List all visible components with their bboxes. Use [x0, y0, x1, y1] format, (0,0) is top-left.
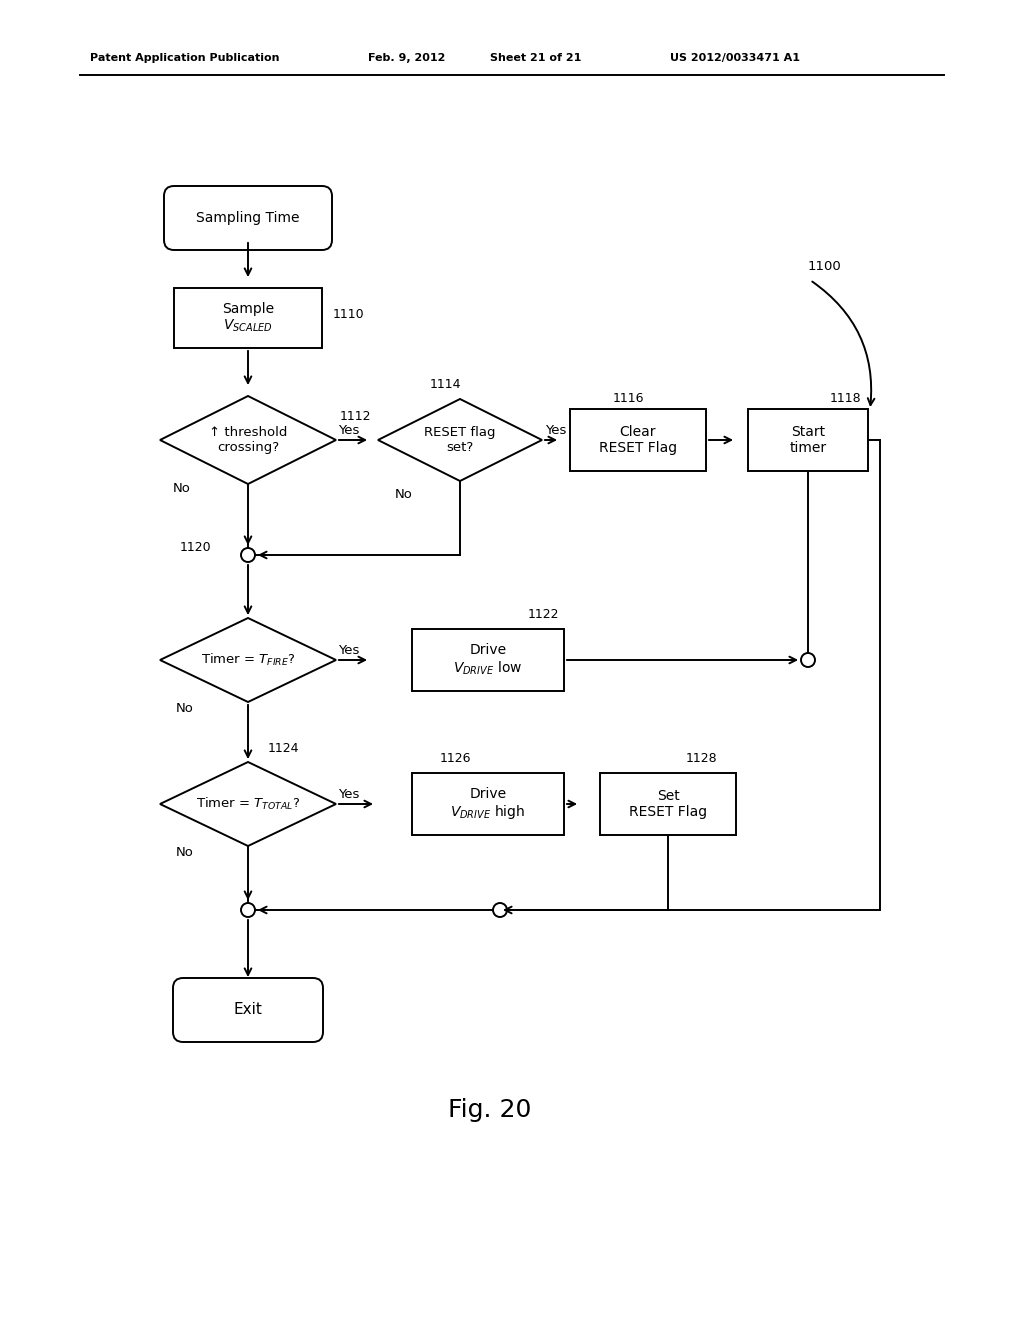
Text: 1128: 1128: [686, 752, 718, 766]
Text: 1124: 1124: [268, 742, 299, 755]
Text: Patent Application Publication: Patent Application Publication: [90, 53, 280, 63]
FancyBboxPatch shape: [600, 774, 736, 836]
Text: Sample
$V_{SCALED}$: Sample $V_{SCALED}$: [222, 301, 274, 334]
Polygon shape: [160, 396, 336, 484]
Text: 1100: 1100: [808, 260, 842, 273]
Text: RESET flag
set?: RESET flag set?: [424, 426, 496, 454]
Text: No: No: [395, 488, 413, 502]
Text: Drive
$V_{DRIVE}$ high: Drive $V_{DRIVE}$ high: [451, 787, 525, 821]
Text: Start
timer: Start timer: [790, 425, 826, 455]
Text: Set
RESET Flag: Set RESET Flag: [629, 789, 707, 820]
Text: No: No: [173, 482, 190, 495]
Text: Feb. 9, 2012: Feb. 9, 2012: [368, 53, 445, 63]
Polygon shape: [160, 618, 336, 702]
Text: US 2012/0033471 A1: US 2012/0033471 A1: [670, 53, 800, 63]
Text: Yes: Yes: [338, 424, 359, 437]
FancyBboxPatch shape: [164, 186, 332, 249]
Text: Yes: Yes: [338, 788, 359, 801]
FancyBboxPatch shape: [748, 409, 868, 471]
FancyBboxPatch shape: [570, 409, 706, 471]
Text: 1118: 1118: [830, 392, 861, 405]
Polygon shape: [378, 399, 542, 480]
Text: Timer = $T_{FIRE}$?: Timer = $T_{FIRE}$?: [201, 652, 295, 668]
Text: Timer = $T_{TOTAL}$?: Timer = $T_{TOTAL}$?: [196, 796, 300, 812]
Text: Drive
$V_{DRIVE}$ low: Drive $V_{DRIVE}$ low: [454, 643, 522, 677]
Text: 1116: 1116: [613, 392, 644, 405]
Text: No: No: [176, 702, 194, 715]
Text: Sheet 21 of 21: Sheet 21 of 21: [490, 53, 582, 63]
Text: ↑ threshold
crossing?: ↑ threshold crossing?: [209, 426, 287, 454]
Text: Exit: Exit: [233, 1002, 262, 1018]
Text: 1122: 1122: [528, 609, 559, 620]
FancyBboxPatch shape: [174, 288, 322, 348]
Text: 1126: 1126: [440, 752, 471, 766]
Text: 1112: 1112: [340, 411, 372, 422]
Polygon shape: [160, 762, 336, 846]
FancyBboxPatch shape: [412, 774, 564, 836]
Text: Yes: Yes: [545, 424, 566, 437]
Circle shape: [801, 653, 815, 667]
Text: 1114: 1114: [430, 378, 462, 391]
FancyBboxPatch shape: [412, 630, 564, 690]
Circle shape: [241, 548, 255, 562]
Text: Sampling Time: Sampling Time: [197, 211, 300, 224]
Text: 1110: 1110: [333, 308, 365, 321]
Text: Fig. 20: Fig. 20: [449, 1098, 531, 1122]
Text: Clear
RESET Flag: Clear RESET Flag: [599, 425, 677, 455]
Circle shape: [241, 903, 255, 917]
Text: 1120: 1120: [180, 541, 212, 554]
Text: Yes: Yes: [338, 644, 359, 657]
FancyBboxPatch shape: [173, 978, 323, 1041]
Text: No: No: [176, 846, 194, 859]
Circle shape: [493, 903, 507, 917]
